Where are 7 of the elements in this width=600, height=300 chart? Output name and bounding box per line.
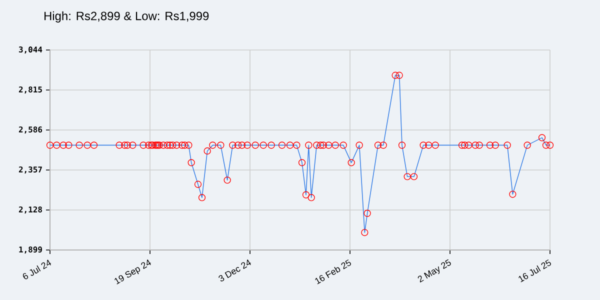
x-tick-label: 6 Jul 24 <box>22 260 52 280</box>
x-tick-label: 16 Jul 25 <box>518 259 551 282</box>
chart-title: High: Rs2,899 & Low: Rs1,999 <box>44 11 209 23</box>
x-tick-label: 3 Dec 24 <box>218 259 251 282</box>
x-tick-label: 19 Sep 24 <box>114 259 151 284</box>
x-tick-label: 2 May 25 <box>418 259 451 282</box>
x-tick-label: 16 Feb 25 <box>315 259 351 284</box>
